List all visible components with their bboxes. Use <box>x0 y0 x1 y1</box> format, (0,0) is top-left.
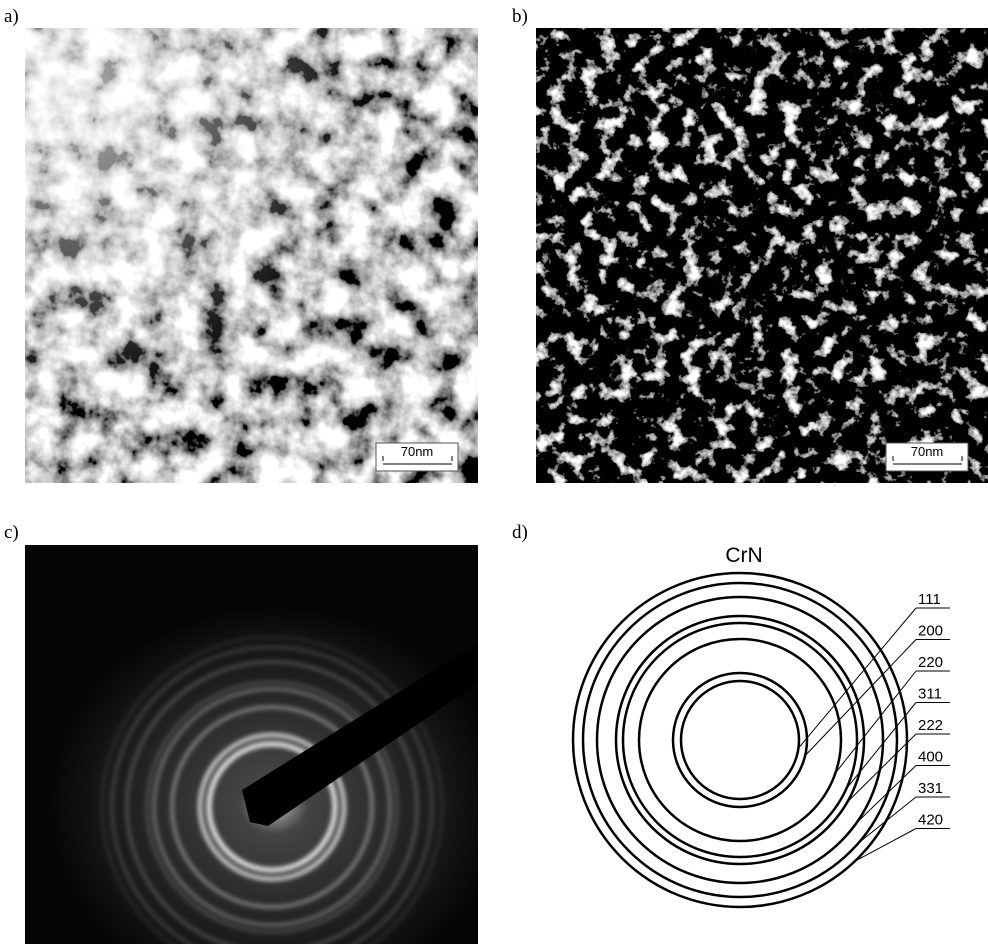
scale-bar-label: 70nm <box>911 444 944 459</box>
ring <box>681 681 799 799</box>
ring-label: 220 <box>918 654 943 671</box>
ring-label: 331 <box>918 780 943 797</box>
scale-bar-label: 70nm <box>401 444 434 459</box>
panel-label: a) <box>4 6 19 27</box>
scale-bar: 70nm <box>886 443 968 471</box>
ring-label: 222 <box>918 717 943 734</box>
ring <box>623 623 857 857</box>
ring <box>639 639 841 841</box>
leader-line <box>855 829 916 862</box>
ring-label: 311 <box>918 686 942 703</box>
ring-label: 420 <box>918 812 943 829</box>
dark-field-image <box>536 28 988 483</box>
ring <box>616 616 864 864</box>
ring-label: 111 <box>918 591 941 608</box>
panel-label: c) <box>4 522 19 543</box>
figure: a) 70nm b) 70nm c) d) CrN 111 200 220 311 22… <box>0 0 988 944</box>
ring-label: 400 <box>918 749 943 766</box>
panel-label: d) <box>512 522 528 543</box>
ring <box>583 583 897 897</box>
ring-diagram: 111 200 220 311 222 400 331 420 <box>573 573 950 907</box>
panel-title: CrN <box>725 544 762 567</box>
leader-line <box>835 671 916 773</box>
scale-bar: 70nm <box>376 443 458 471</box>
image-shading <box>25 28 478 483</box>
ring <box>673 673 807 807</box>
diffraction-pattern <box>25 545 478 944</box>
ring-label: 200 <box>918 623 943 640</box>
panel-label: b) <box>512 6 528 27</box>
